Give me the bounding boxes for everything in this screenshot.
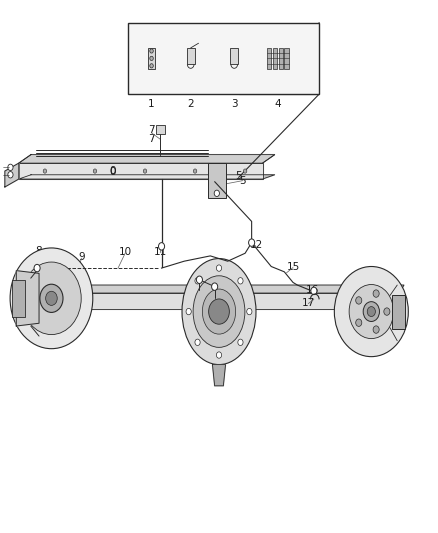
Circle shape	[249, 239, 254, 246]
Ellipse shape	[182, 259, 256, 365]
Text: 15: 15	[286, 262, 300, 271]
Circle shape	[334, 266, 408, 357]
Text: 0: 0	[109, 166, 116, 176]
Bar	[156, 125, 165, 134]
Polygon shape	[19, 155, 275, 163]
Text: 10: 10	[119, 247, 132, 257]
Text: 16: 16	[306, 285, 319, 295]
Circle shape	[356, 319, 362, 326]
Circle shape	[8, 172, 13, 178]
Circle shape	[196, 276, 202, 284]
Bar	[279, 48, 283, 69]
Polygon shape	[5, 163, 19, 187]
Circle shape	[214, 190, 219, 197]
Text: 12: 12	[249, 240, 263, 251]
Circle shape	[195, 339, 200, 345]
Circle shape	[216, 352, 222, 358]
Bar	[272, 48, 277, 69]
Text: 9: 9	[78, 252, 85, 262]
Circle shape	[349, 285, 393, 338]
Text: 5: 5	[235, 172, 242, 181]
Text: 14: 14	[210, 289, 223, 299]
Text: 8: 8	[35, 246, 42, 256]
Circle shape	[159, 243, 165, 250]
Text: 3: 3	[231, 99, 237, 109]
Circle shape	[46, 291, 57, 305]
Circle shape	[193, 169, 197, 173]
Text: 7: 7	[148, 125, 155, 135]
Bar	[12, 280, 25, 317]
Circle shape	[8, 164, 13, 171]
Circle shape	[311, 287, 317, 295]
Circle shape	[43, 169, 47, 173]
Bar	[187, 48, 194, 64]
Circle shape	[373, 290, 379, 297]
Circle shape	[195, 278, 200, 284]
Circle shape	[93, 169, 97, 173]
Bar	[148, 48, 155, 69]
Text: 7: 7	[148, 134, 155, 144]
Circle shape	[40, 284, 63, 312]
Circle shape	[186, 309, 191, 315]
Ellipse shape	[193, 276, 245, 348]
Text: 1: 1	[148, 99, 155, 109]
Polygon shape	[25, 293, 399, 309]
Circle shape	[212, 283, 218, 290]
Polygon shape	[212, 365, 226, 386]
Bar	[208, 163, 226, 198]
Circle shape	[34, 264, 40, 272]
Circle shape	[208, 299, 230, 324]
Text: 5: 5	[240, 175, 246, 185]
Circle shape	[384, 308, 390, 316]
Circle shape	[150, 63, 153, 68]
Text: 17: 17	[302, 297, 315, 308]
Ellipse shape	[202, 289, 236, 334]
Circle shape	[244, 169, 247, 173]
Circle shape	[356, 297, 362, 304]
Circle shape	[10, 248, 93, 349]
Circle shape	[367, 306, 375, 317]
Bar	[267, 48, 271, 69]
Text: 2: 2	[187, 99, 194, 109]
Bar	[127, 22, 319, 94]
Circle shape	[150, 49, 153, 53]
Bar	[284, 48, 289, 69]
Text: 11: 11	[154, 247, 167, 257]
Circle shape	[150, 56, 153, 61]
Bar	[230, 48, 238, 64]
Text: 0: 0	[109, 167, 116, 177]
Circle shape	[373, 326, 379, 333]
Polygon shape	[19, 175, 275, 179]
Text: 4: 4	[275, 99, 281, 109]
Text: 13: 13	[193, 278, 206, 288]
Bar	[392, 295, 405, 328]
Circle shape	[21, 262, 81, 335]
Polygon shape	[25, 285, 404, 293]
Polygon shape	[19, 163, 262, 179]
Circle shape	[143, 169, 147, 173]
Circle shape	[238, 278, 243, 284]
Circle shape	[216, 265, 222, 271]
Circle shape	[238, 339, 243, 345]
Circle shape	[363, 302, 379, 321]
Circle shape	[247, 309, 252, 315]
Polygon shape	[16, 271, 39, 326]
